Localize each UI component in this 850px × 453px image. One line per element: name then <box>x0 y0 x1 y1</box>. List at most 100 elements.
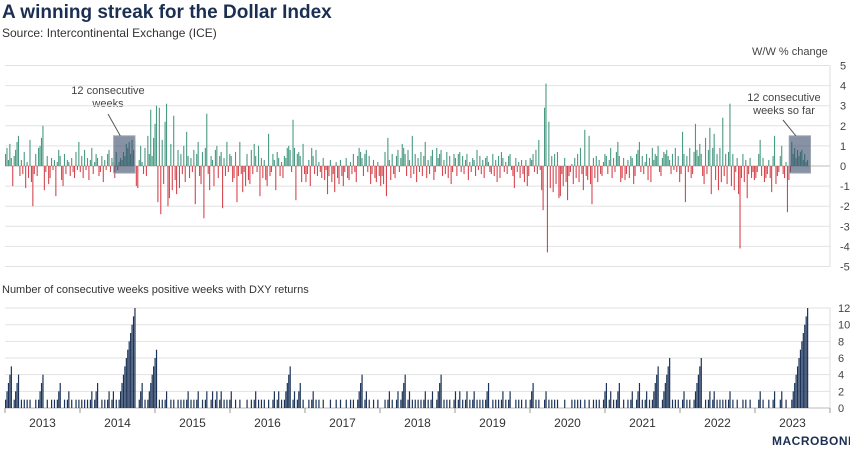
negative-bar <box>763 166 766 183</box>
positive-bar <box>107 153 109 166</box>
positive-bar <box>71 157 73 166</box>
streak-bar <box>518 399 520 408</box>
positive-bar <box>404 153 406 166</box>
positive-bar <box>312 155 314 166</box>
streak-bar <box>56 399 58 408</box>
positive-bar <box>196 153 198 166</box>
streak-bar <box>548 399 550 408</box>
negative-bar <box>76 166 78 171</box>
negative-bar <box>450 166 452 185</box>
negative-bar <box>413 166 415 175</box>
streak-bar <box>361 374 363 408</box>
positive-bar <box>6 147 8 166</box>
negative-bar <box>771 166 773 193</box>
streak-bar <box>535 399 537 408</box>
streak-bar <box>579 399 582 408</box>
streak-bar <box>170 399 172 408</box>
streak-bar <box>89 399 92 408</box>
streak-bar <box>20 399 23 408</box>
negative-bar <box>374 166 376 179</box>
streak-bar <box>38 399 40 408</box>
negative-bar <box>720 166 722 183</box>
negative-bar <box>378 166 380 177</box>
negative-bar <box>597 166 599 183</box>
negative-bar <box>337 166 339 179</box>
negative-bar <box>733 166 735 191</box>
negative-bar <box>236 166 238 203</box>
positive-bar <box>482 159 484 166</box>
positive-bar <box>469 161 471 166</box>
streak-bar <box>804 324 806 408</box>
negative-bar <box>426 166 428 179</box>
streak-bar <box>124 366 126 408</box>
positive-bar <box>683 153 685 166</box>
positive-bar <box>193 149 195 166</box>
streak-bar <box>694 391 697 408</box>
streak-bar <box>315 399 317 408</box>
negative-bar <box>600 166 602 175</box>
positive-bar <box>272 153 274 166</box>
streak-bar <box>439 383 441 408</box>
streak-bar <box>5 399 7 408</box>
streak-bar <box>727 399 730 408</box>
highlight-box <box>113 135 136 174</box>
streak-bar <box>453 399 455 408</box>
positive-bar <box>50 157 53 166</box>
positive-bar <box>250 149 252 166</box>
streak-bar <box>257 399 260 408</box>
streak-bar <box>785 399 787 408</box>
streak-bar <box>273 391 275 408</box>
negative-bar <box>460 166 462 173</box>
streak-bar <box>466 391 468 408</box>
streak-bar <box>177 399 179 408</box>
negative-bar <box>49 166 51 179</box>
positive-bar <box>681 131 684 166</box>
streak-bar <box>299 383 301 408</box>
streak-bar <box>551 399 553 408</box>
negative-bar <box>36 166 38 177</box>
streak-bar <box>592 399 595 408</box>
negative-bar <box>723 166 725 177</box>
negative-bar <box>680 166 682 175</box>
positive-bar <box>391 153 393 166</box>
positive-bar <box>637 149 639 166</box>
negative-bar <box>738 166 740 195</box>
negative-bar <box>380 166 382 187</box>
positive-bar <box>387 137 389 166</box>
positive-bar <box>427 159 429 166</box>
streak-bar <box>686 399 688 408</box>
streak-bar <box>358 391 360 408</box>
streak-bar <box>131 324 133 408</box>
positive-bar <box>26 161 28 166</box>
positive-bar <box>407 149 409 166</box>
positive-bar <box>630 155 632 166</box>
negative-bar <box>99 166 101 173</box>
positive-bar <box>529 157 531 166</box>
positive-bar <box>230 155 232 166</box>
streak-bar <box>308 399 310 408</box>
positive-bar <box>7 159 9 166</box>
streak-bar <box>268 399 270 408</box>
positive-bar <box>357 155 359 166</box>
negative-bar <box>163 166 165 185</box>
negative-bar <box>194 166 196 205</box>
negative-bar <box>513 166 515 189</box>
streak-bar <box>595 399 597 408</box>
positive-bar <box>155 105 158 166</box>
streak-bar <box>598 399 600 408</box>
negative-bar <box>519 166 521 179</box>
negative-bar <box>27 166 30 179</box>
streak-bar <box>615 399 618 408</box>
positive-bar <box>220 151 222 166</box>
positive-bar <box>773 135 776 166</box>
streak-bar <box>663 391 665 408</box>
streak-bar <box>618 383 620 408</box>
positive-bar <box>437 157 439 166</box>
y-tick-label: 6 <box>838 353 844 365</box>
streak-bar <box>657 366 659 408</box>
negative-bar <box>634 166 636 177</box>
negative-bar <box>633 166 635 185</box>
negative-bar <box>326 166 329 195</box>
streak-bar <box>693 399 695 408</box>
positive-bar <box>635 153 638 166</box>
